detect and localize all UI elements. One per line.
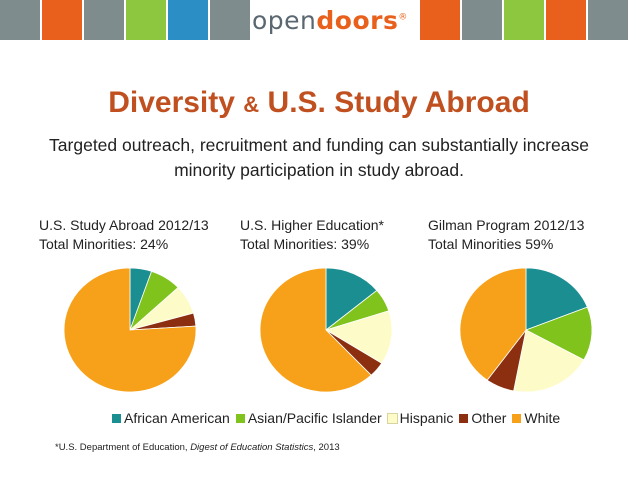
header-tile: [546, 0, 586, 40]
header-tile: [42, 0, 82, 40]
legend-swatch: [112, 414, 121, 423]
slide-subtitle: Targeted outreach, recruitment and fundi…: [8, 133, 630, 183]
header-tile: [0, 0, 40, 40]
pie-charts: [63, 267, 593, 393]
legend-item-white: White: [512, 410, 560, 426]
header-tile: [168, 0, 208, 40]
legend-swatch: [235, 414, 245, 423]
pie-3-slice-asian-pacific-islander: [525, 306, 593, 361]
slide-title: Diversity & U.S. Study Abroad: [108, 86, 530, 119]
legend-label: Asian/Pacific Islander: [247, 410, 382, 426]
legend-swatch: [512, 414, 522, 423]
legend-item-hispanic: Hispanic: [386, 410, 454, 426]
header-tile: [210, 0, 250, 40]
pie-2: [259, 267, 393, 393]
legend-item-asian-pacific-islander: Asian/Pacific Islander: [235, 410, 382, 426]
opendoors-logo: opendoors®: [252, 6, 408, 35]
legend-label: Other: [471, 410, 507, 426]
pie-2-slice-african-american: [325, 267, 378, 331]
pie-2-slice-white: [259, 267, 372, 393]
header-tile: [462, 0, 502, 40]
subtitle-line-2: minority participation in study abroad.: [174, 160, 464, 180]
chart-title-higher-education: U.S. Higher Education* Total Minorities:…: [240, 217, 384, 252]
pie-3-slice-white: [459, 267, 527, 381]
legend-label: African American: [124, 410, 230, 426]
header-tile: [504, 0, 544, 40]
header-tile: [84, 0, 124, 40]
legend-label: Hispanic: [399, 410, 454, 426]
header-banner: opendoors®: [0, 0, 638, 42]
pie-1: [63, 267, 197, 393]
footnote: *U.S. Department of Education, Digest of…: [55, 442, 340, 453]
chart-title-gilman: Gilman Program 2012/13 Total Minorities …: [428, 217, 585, 252]
chart-title-study-abroad: U.S. Study Abroad 2012/13 Total Minoriti…: [39, 217, 209, 252]
header-tile: [126, 0, 166, 40]
pie-3-slice-african-american: [525, 267, 588, 331]
header-tile: [588, 0, 628, 40]
pie-3: [459, 267, 593, 393]
pie-1-slice-white: [63, 267, 197, 393]
pie-2-slice-hispanic: [325, 310, 393, 364]
chart-legend: African American Asian/Pacific Islander Hi…: [112, 410, 566, 426]
legend-item-african-american: African American: [112, 410, 230, 426]
legend-swatch: [386, 413, 398, 424]
header-tile: [420, 0, 460, 40]
subtitle-line-1: Targeted outreach, recruitment and fundi…: [49, 135, 589, 155]
legend-swatch: [459, 414, 469, 423]
legend-item-other: Other: [459, 410, 506, 426]
pie-3-slice-hispanic: [513, 329, 585, 393]
legend-label: White: [524, 410, 561, 426]
